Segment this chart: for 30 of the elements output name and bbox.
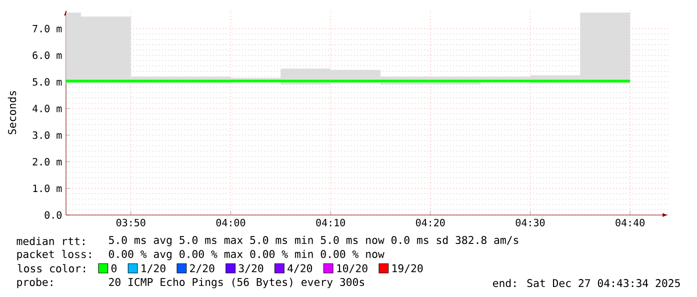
legend-label: 19/20 [392, 264, 423, 274]
x-tick-label: 04:00 [216, 218, 246, 226]
text: median rtt: [16, 236, 84, 246]
text: 20 ICMP Echo Pings (56 Bytes) every 300s [109, 278, 364, 288]
legend-label: 2/20 [190, 264, 214, 274]
legend-label: 10/20 [337, 264, 368, 274]
legend-label: 4/20 [288, 264, 312, 274]
legend-title: loss color: [18, 264, 86, 272]
y-tick-label: 4.0 m [32, 104, 62, 112]
y-tick-label: 1.0 m [33, 184, 62, 192]
text: probe: [17, 278, 52, 288]
y-tick-label: 2.0 m [32, 158, 62, 166]
text: 5.0 ms avg 5.0 ms max 5.0 ms min 5.0 ms now 0.0 ms sd 382.8 am/s [109, 236, 518, 246]
text: packet loss: [17, 250, 91, 260]
y-tick-label: 6.0 m [32, 51, 62, 60]
legend-label: 3/20 [238, 264, 264, 274]
text: 0.00 % avg 0.00 % max 0.00 % min 0.00 % now [108, 250, 384, 260]
x-tick-label: 04:10 [316, 218, 345, 226]
x-tick-label: 04:30 [516, 218, 545, 226]
y-tick-label: 5.0 m [32, 78, 62, 86]
y-tick-label: 0.0 [44, 211, 62, 219]
x-tick-label: 03:50 [116, 218, 146, 226]
legend-label: 1/20 [142, 264, 166, 274]
legend-label: 0 [111, 264, 117, 272]
x-tick-label: 04:40 [616, 218, 644, 226]
y-tick-label: 3.0 m [32, 131, 62, 139]
y-axis-title: Seconds [8, 91, 16, 134]
x-tick-label: 04:20 [416, 218, 445, 226]
text: end: Sat Dec 27 04:43:34 2025 [493, 278, 680, 288]
y-tick-label: 7.0 m [32, 24, 62, 32]
